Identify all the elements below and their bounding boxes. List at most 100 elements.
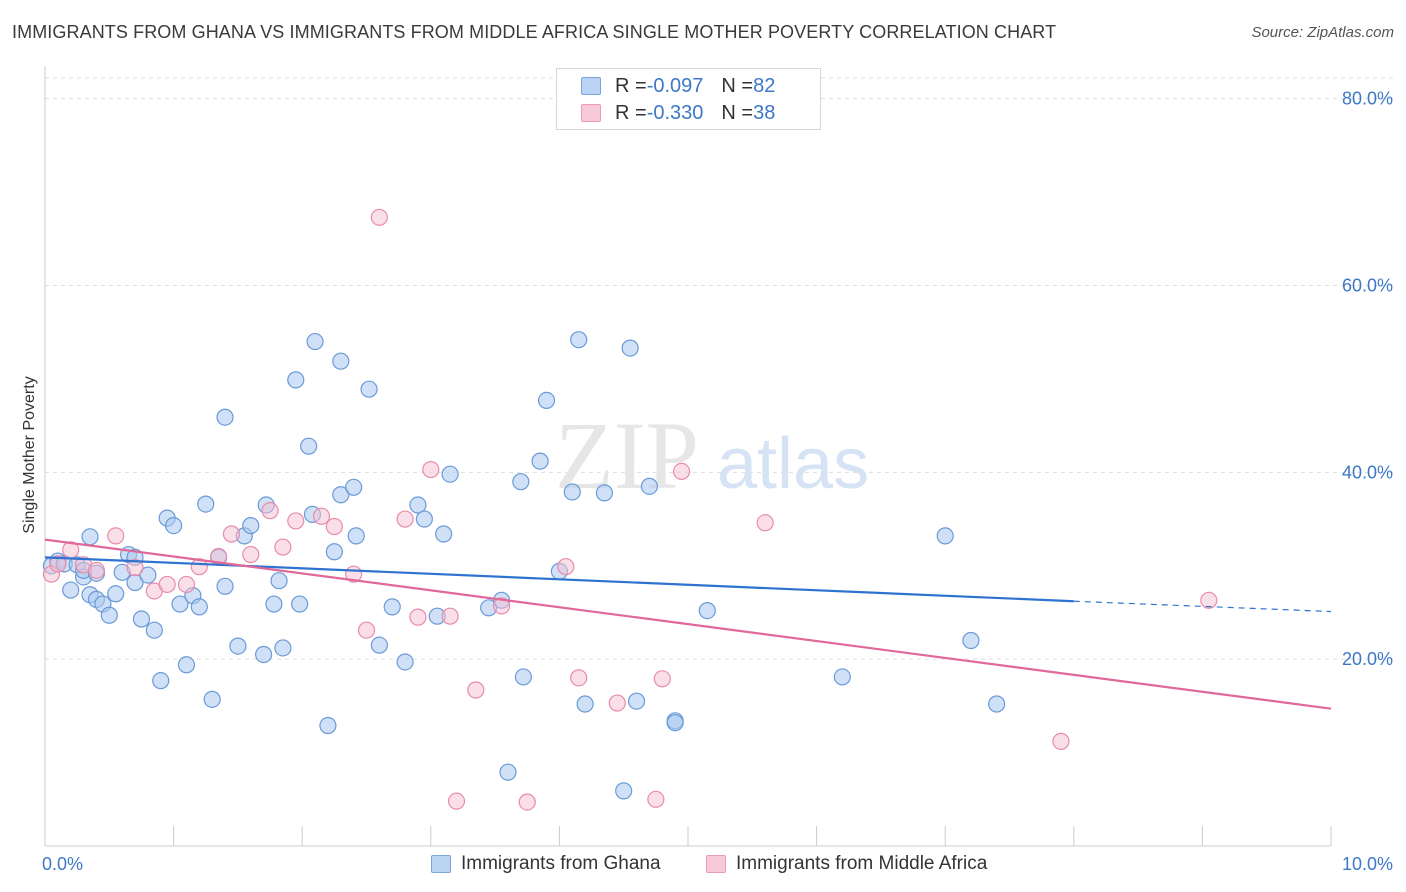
africa-legend-swatch: [706, 855, 726, 873]
ghana-point: [640, 477, 659, 495]
africa-point: [441, 607, 459, 625]
legend-item-ghana: Immigrants from Ghana: [431, 852, 661, 876]
africa-point: [325, 517, 343, 536]
ghana-point: [936, 527, 954, 545]
africa-r-label: R =: [615, 101, 647, 124]
y-tick-label: 20.0%: [1342, 649, 1393, 669]
ghana-point: [621, 339, 639, 357]
tick-labels: 20.0% 40.0% 60.0% 80.0% 0.0% 10.0%: [42, 89, 1393, 874]
ghana-trend-line: [44, 556, 1074, 603]
ghana-point: [698, 601, 716, 620]
africa-point: [126, 559, 144, 577]
africa-point: [49, 555, 67, 573]
y-tick-label: 80.0%: [1342, 89, 1393, 109]
grid-lines: [45, 77, 1393, 660]
ghana-point: [325, 543, 343, 561]
y-axis-label: Single Mother Poverty: [21, 376, 38, 533]
africa-point: [87, 561, 106, 580]
africa-point: [177, 575, 196, 594]
ghana-point: [145, 621, 163, 639]
ghana-point: [190, 598, 208, 616]
africa-point: [107, 527, 125, 545]
africa-n-value: 38: [753, 101, 776, 124]
ghana-point: [409, 496, 427, 514]
ghana-point: [383, 598, 401, 616]
africa-point: [447, 792, 466, 810]
ghana-legend-label: Immigrants from Ghana: [461, 853, 661, 874]
legend-row-africa: R = -0.330 N = 38: [581, 101, 775, 125]
ghana-r-label: R =: [615, 74, 647, 97]
ghana-point: [370, 636, 388, 654]
africa-point: [409, 608, 427, 626]
ghana-point: [319, 716, 337, 735]
y-tick-label: 40.0%: [1342, 462, 1393, 482]
ghana-point: [627, 692, 646, 710]
watermark: ZIP atlas: [555, 402, 869, 509]
africa-point: [492, 597, 511, 615]
africa-point: [518, 793, 536, 811]
africa-points: [42, 208, 1218, 811]
legend-row-ghana: R = -0.097 N = 82: [581, 74, 775, 98]
africa-point: [672, 462, 691, 481]
ghana-point: [216, 408, 234, 426]
source-credit: Source: ZipAtlas.com: [1251, 24, 1394, 41]
ghana-legend-swatch: [431, 855, 451, 873]
ghana-point: [531, 452, 549, 470]
ghana-point: [216, 577, 234, 595]
ghana-point: [615, 782, 633, 800]
africa-legend-label: Immigrants from Middle Africa: [736, 853, 988, 874]
ghana-points: [42, 331, 1006, 800]
ghana-point: [197, 495, 215, 513]
africa-point: [370, 208, 388, 226]
africa-r-value: -0.330: [646, 101, 704, 124]
ghana-point: [595, 484, 614, 502]
africa-point: [570, 669, 588, 687]
ghana-point: [242, 516, 260, 535]
africa-point: [242, 545, 260, 564]
ghana-point: [347, 527, 365, 545]
ghana-point: [396, 653, 414, 671]
ghana-point: [300, 437, 318, 455]
ghana-point: [152, 672, 170, 690]
africa-trend-line: [44, 538, 1332, 710]
ghana-point: [287, 371, 305, 389]
ghana-point: [107, 585, 125, 603]
ghana-point: [270, 572, 288, 590]
ghana-point: [306, 332, 324, 351]
ghana-point: [132, 610, 151, 628]
watermark-atlas: atlas: [717, 424, 869, 504]
ghana-point: [360, 380, 378, 398]
ghana-n-value: 82: [753, 74, 776, 97]
ghana-point: [415, 510, 433, 528]
ghana-point: [988, 695, 1006, 713]
legend-item-africa: Immigrants from Middle Africa: [706, 852, 987, 876]
ghana-point: [441, 465, 459, 483]
ghana-point: [62, 581, 80, 599]
x-tick-label: 10.0%: [1342, 854, 1393, 874]
africa-point: [312, 507, 331, 525]
africa-n-label: N =: [721, 101, 754, 124]
ghana-point: [332, 486, 350, 504]
ghana-point: [435, 525, 453, 543]
ghana-point: [229, 637, 247, 655]
africa-point: [261, 502, 279, 520]
ghana-point: [512, 473, 530, 491]
africa-point: [647, 790, 665, 808]
ghana-r-value: -0.097: [646, 74, 704, 97]
ghana-point: [100, 606, 118, 624]
x-tick-label: 0.0%: [42, 854, 83, 874]
ghana-point: [570, 331, 588, 349]
ghana-point: [576, 695, 594, 713]
ghana-point: [291, 595, 309, 613]
ghana-point: [177, 656, 196, 674]
africa-point: [422, 460, 440, 479]
africa-point: [608, 694, 626, 712]
ghana-point: [165, 516, 183, 535]
ghana-point: [81, 528, 99, 546]
africa-point: [357, 621, 376, 639]
y-tick-label: 60.0%: [1342, 276, 1393, 296]
ghana-point: [666, 714, 684, 732]
ghana-point: [514, 668, 532, 686]
africa-point: [274, 538, 292, 556]
